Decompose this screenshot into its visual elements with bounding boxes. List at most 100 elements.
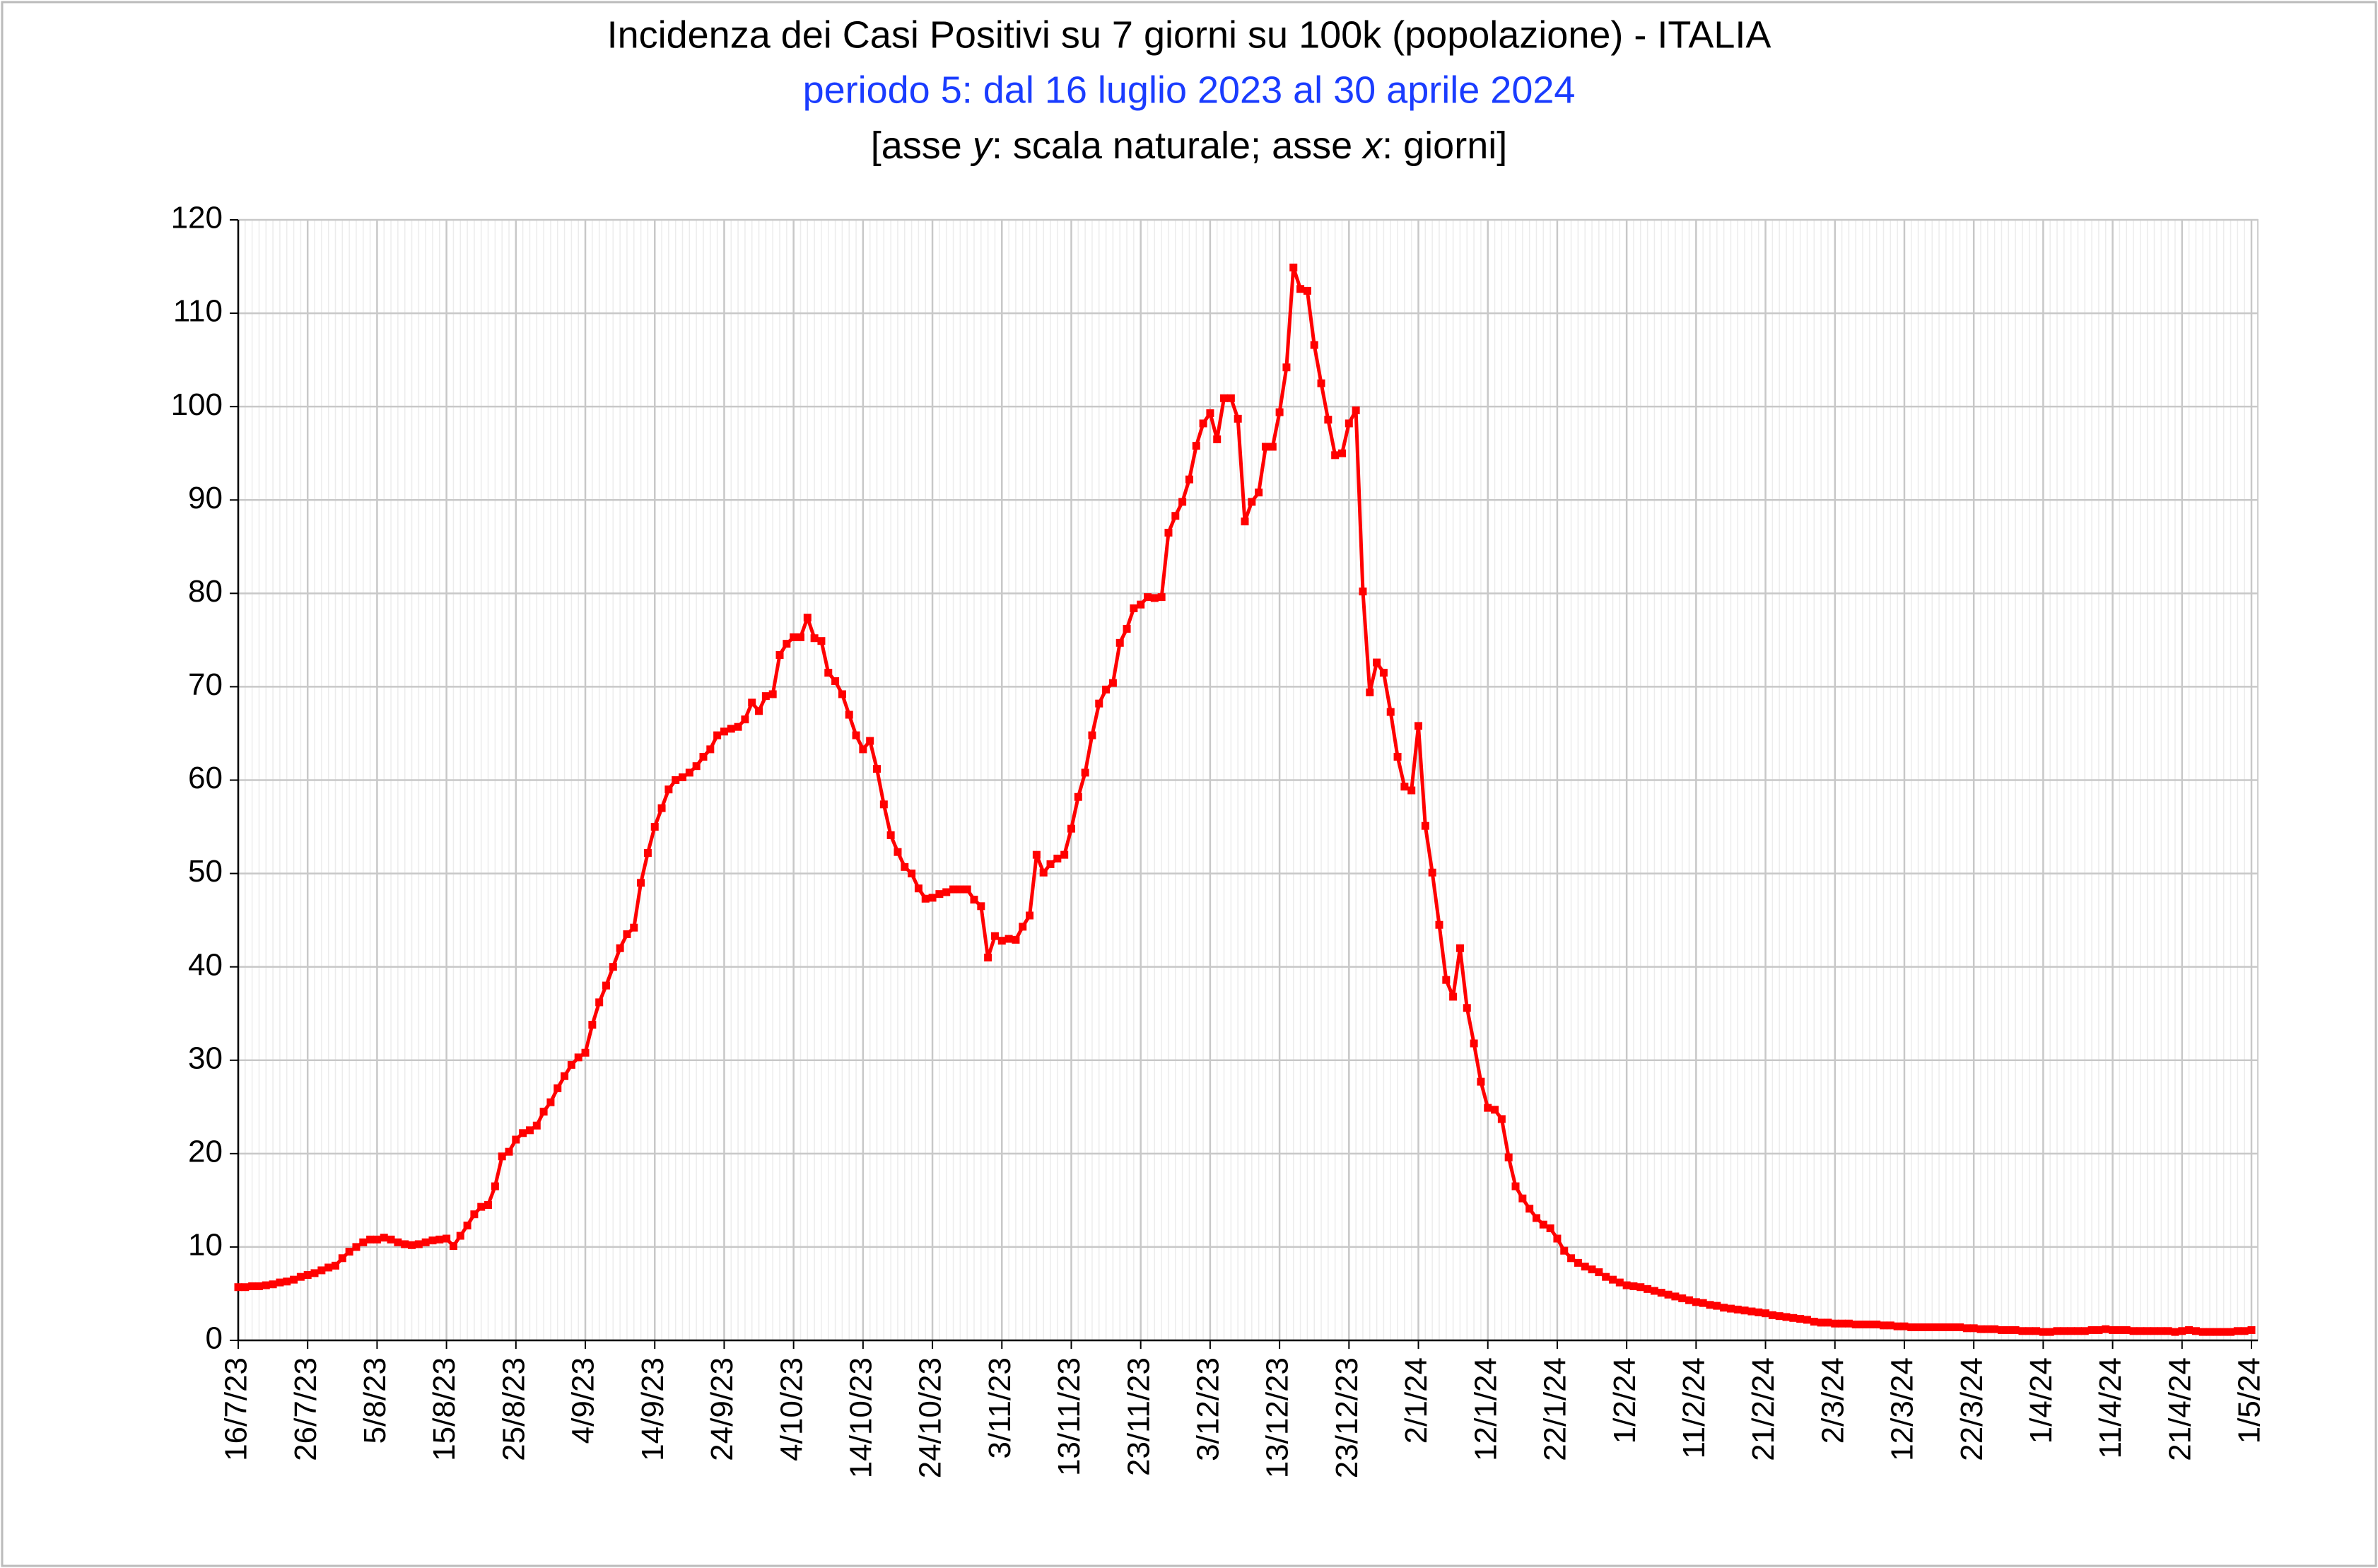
data-point (1560, 1246, 1569, 1255)
y-tick-label: 50 (188, 854, 223, 889)
data-point (1997, 1326, 2005, 1334)
data-point (1720, 1304, 1728, 1312)
y-tick-label: 80 (188, 574, 223, 609)
data-point (852, 731, 860, 739)
data-point (1650, 1287, 1658, 1295)
data-point (338, 1254, 346, 1263)
data-point (679, 773, 687, 782)
x-tick-label: 25/8/23 (496, 1357, 531, 1461)
data-point (248, 1282, 257, 1290)
data-point (859, 745, 867, 754)
data-point (456, 1231, 464, 1240)
data-point (803, 614, 812, 622)
y-tick-label: 10 (188, 1228, 223, 1263)
data-point (1615, 1278, 1624, 1287)
x-tick-label: 24/9/23 (705, 1357, 739, 1461)
data-point (373, 1235, 381, 1244)
data-point (1026, 911, 1034, 920)
data-point (2011, 1326, 2020, 1334)
data-point (2206, 1328, 2214, 1336)
data-point (1755, 1308, 1763, 1316)
data-point (1803, 1316, 1811, 1324)
data-point (2122, 1326, 2131, 1334)
data-point (1602, 1272, 1610, 1281)
data-point (685, 768, 693, 777)
data-point (1226, 394, 1235, 402)
data-point (1789, 1314, 1798, 1322)
data-point (790, 633, 798, 641)
x-tick-label: 14/9/23 (636, 1357, 670, 1461)
data-point (1352, 406, 1360, 414)
data-point (283, 1277, 291, 1286)
data-point (727, 725, 735, 733)
data-point (421, 1238, 430, 1246)
data-point (609, 963, 617, 971)
data-point (1976, 1325, 1985, 1333)
data-point (664, 785, 673, 794)
data-point (1039, 868, 1048, 877)
data-point (1692, 1298, 1700, 1306)
data-point (2039, 1328, 2047, 1336)
data-point (1935, 1323, 1943, 1332)
data-point (866, 737, 874, 745)
data-point (352, 1243, 361, 1251)
data-point (345, 1248, 353, 1256)
data-point (1442, 976, 1451, 984)
data-point (1366, 688, 1374, 696)
data-point (1150, 594, 1159, 602)
data-point (1817, 1318, 1825, 1327)
data-point (595, 998, 604, 1007)
data-point (1699, 1299, 1707, 1307)
data-point (470, 1210, 479, 1219)
data-point (1726, 1304, 1735, 1313)
data-point (276, 1278, 284, 1287)
y-tick-label: 0 (206, 1321, 223, 1356)
data-point (1213, 435, 1222, 443)
data-point (1331, 451, 1340, 460)
data-point (1261, 443, 1270, 451)
data-point (1255, 488, 1263, 497)
data-point (449, 1242, 457, 1251)
data-point (1317, 379, 1325, 387)
data-point (414, 1240, 423, 1248)
data-point (1831, 1319, 1839, 1328)
data-point (956, 885, 964, 894)
note-part: [asse (871, 124, 973, 167)
data-point (741, 715, 749, 724)
data-point (1713, 1301, 1721, 1310)
data-point (1838, 1319, 1846, 1328)
data-point (1657, 1289, 1665, 1297)
data-point (1844, 1319, 1853, 1328)
data-point (2233, 1327, 2242, 1335)
data-point (1178, 498, 1187, 506)
data-point (1060, 850, 1069, 859)
data-point (290, 1275, 298, 1284)
data-point (1504, 1153, 1513, 1162)
x-tick-label: 4/10/23 (774, 1357, 809, 1461)
data-point (1449, 993, 1458, 1001)
x-tick-label: 13/11/23 (1052, 1357, 1086, 1476)
data-point (1851, 1321, 1860, 1329)
x-tick-label: 2/1/24 (1399, 1357, 1434, 1444)
data-point (1185, 475, 1193, 484)
data-point (387, 1235, 395, 1244)
data-point (817, 637, 826, 645)
data-point (401, 1240, 409, 1248)
data-point (1289, 263, 1298, 271)
data-point (1706, 1301, 1714, 1309)
data-point (1067, 824, 1075, 833)
data-point (1407, 786, 1416, 795)
data-point (984, 953, 992, 961)
data-point (949, 885, 958, 894)
data-point (1574, 1258, 1582, 1267)
y-tick-label: 40 (188, 947, 223, 982)
data-point (783, 640, 791, 648)
y-tick-label: 100 (171, 387, 223, 422)
data-point (2087, 1326, 2096, 1334)
data-point (1241, 517, 1249, 526)
data-point (1644, 1285, 1652, 1293)
data-point (1969, 1324, 1978, 1333)
x-tick-label: 22/1/24 (1538, 1357, 1573, 1461)
x-tick-label: 2/3/24 (1815, 1357, 1850, 1444)
x-tick-label: 26/7/23 (288, 1357, 323, 1461)
